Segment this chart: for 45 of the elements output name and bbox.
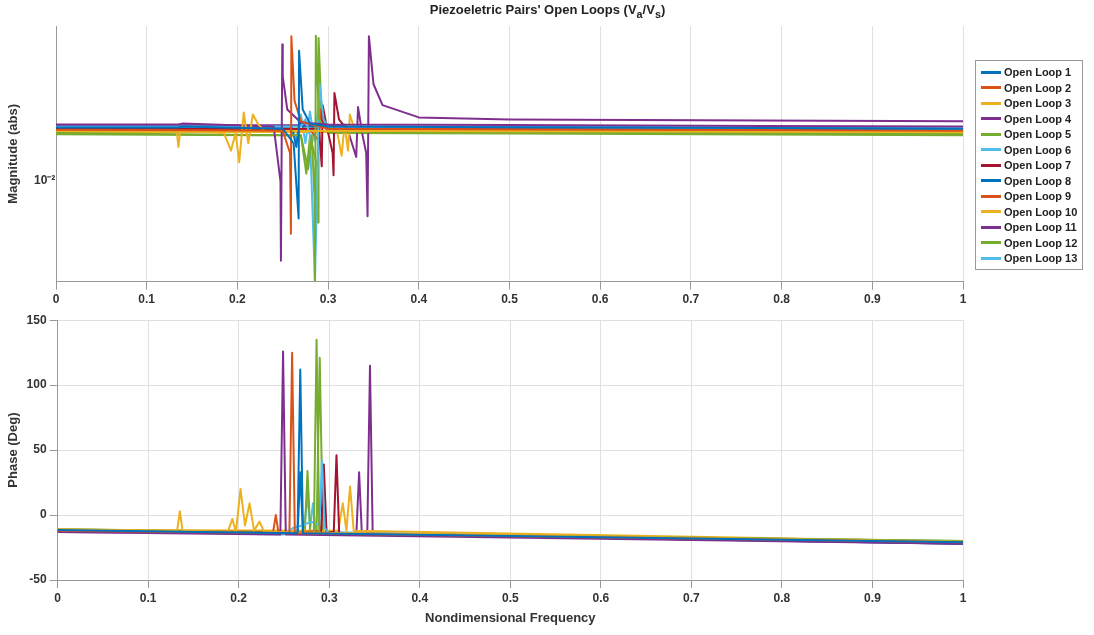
x-tick-label: 0.2 — [230, 590, 248, 605]
legend-label: Open Loop 9 — [1004, 190, 1072, 202]
y-tick-label: 100 — [26, 377, 47, 392]
legend-label: Open Loop 8 — [1004, 174, 1072, 187]
y-tick-label: -50 — [29, 572, 47, 587]
y-axis-title: Magnitude (abs) — [5, 103, 21, 204]
x-tick-label: 0.5 — [501, 292, 519, 307]
x-tick-label: 1 — [959, 292, 967, 307]
legend-label: Open Loop 12 — [1004, 236, 1078, 249]
x-tick-label: 0.8 — [773, 292, 791, 307]
x-tick-label: 0.2 — [229, 292, 247, 307]
text: 10⁻² — [34, 171, 56, 188]
x-tick-label: 0.5 — [501, 590, 519, 605]
x-tick-label: 0.7 — [682, 292, 700, 307]
x-tick-label: 0 — [54, 590, 62, 605]
x-tick-label: 1 — [959, 590, 967, 605]
x-tick-label: 0.1 — [138, 292, 156, 307]
legend-label: Open Loop 5 — [1004, 128, 1072, 140]
legend-label: Open Loop 6 — [1004, 143, 1072, 156]
x-tick-label: 0.6 — [592, 590, 610, 605]
y-tick-label: 150 — [26, 312, 47, 327]
y-tick-label: 0 — [39, 507, 47, 522]
x-tick-label: 0.4 — [410, 292, 428, 307]
x-tick-label: 0.4 — [411, 590, 429, 605]
x-tick-label: 0.3 — [319, 292, 337, 307]
y-tick-label: 50 — [33, 442, 47, 457]
legend-label: Open Loop 2 — [1004, 81, 1072, 94]
x-tick-label: 0.9 — [863, 292, 881, 307]
legend-label: Open Loop 4 — [1004, 112, 1072, 125]
x-axis-title: Nondimensional Frequency — [425, 609, 597, 625]
x-tick-label: 0.6 — [591, 292, 609, 307]
legend-label: Open Loop 1 — [1004, 66, 1072, 78]
y-axis-title: Phase (Deg) — [5, 412, 21, 488]
chart-title: Piezoeletric Pairs' Open Loops (V$_{a}$/V$_{s}$) — [428, 1, 667, 20]
legend-label: Open Loop 10 — [1004, 205, 1078, 218]
x-tick-label: 0.9 — [864, 590, 882, 605]
legend-label: Open Loop 3 — [1004, 97, 1072, 109]
legend-label: Open Loop 7 — [1004, 159, 1072, 171]
legend-label: Open Loop 11 — [1004, 221, 1077, 233]
legend-label: Open Loop 13 — [1004, 252, 1078, 264]
x-tick-label: 0.1 — [139, 590, 157, 605]
x-tick-label: 0.7 — [683, 590, 701, 605]
x-tick-label: 0 — [52, 292, 60, 307]
x-tick-label: 0.8 — [773, 590, 791, 605]
x-tick-label: 0.3 — [320, 590, 338, 605]
